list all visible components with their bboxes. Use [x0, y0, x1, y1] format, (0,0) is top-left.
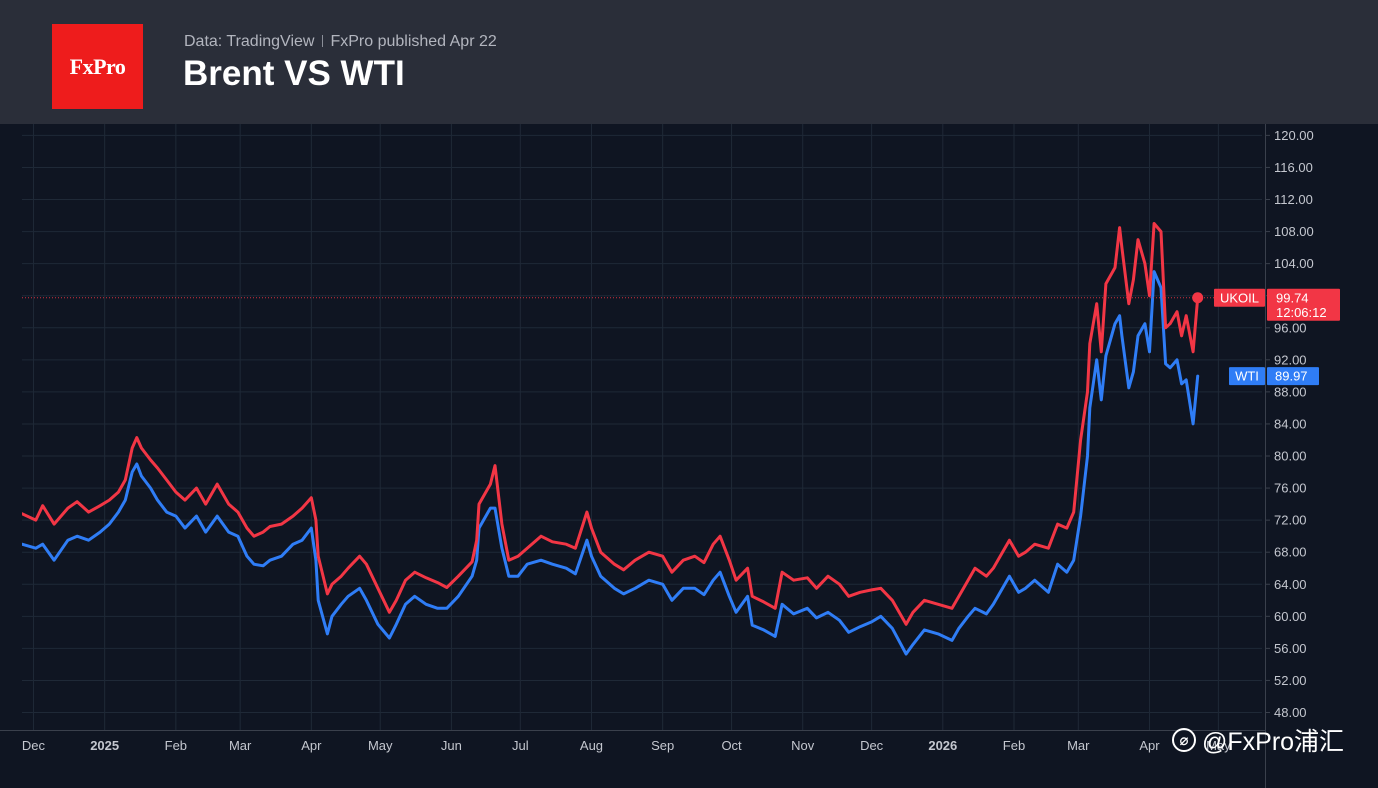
x-tick-label: Sep: [651, 738, 674, 753]
grid-lines: [22, 124, 1262, 730]
x-tick-label: Mar: [1067, 738, 1090, 753]
y-tick-label: 80.00: [1274, 449, 1307, 464]
series-line-ukoil: [22, 222, 1200, 626]
series-group: [22, 222, 1200, 656]
x-tick-label: 2026: [928, 738, 957, 753]
brent-price-text: 99.74: [1276, 290, 1309, 305]
x-tick-label: Feb: [165, 738, 187, 753]
brent-countdown-text: 12:06:12: [1276, 305, 1327, 320]
wti-price-text: 89.97: [1275, 369, 1308, 384]
y-tick-label: 116.00: [1274, 160, 1313, 175]
x-tick-label: May: [1206, 738, 1231, 753]
brent-name-tag: [1214, 288, 1265, 307]
y-tick-label: 60.00: [1274, 609, 1307, 624]
wti-price-label: WTI 89.97: [1229, 367, 1319, 386]
x-tick-label: May: [368, 738, 393, 753]
x-tick-label: Aug: [580, 738, 603, 753]
chart-subtitle: Data: TradingView FxPro published Apr 22: [184, 33, 497, 51]
brent-name-text: UKOIL: [1220, 290, 1259, 305]
y-tick-label: 88.00: [1274, 384, 1307, 399]
x-tick-label: Apr: [1139, 738, 1160, 753]
y-tick-label: 52.00: [1274, 673, 1307, 688]
x-tick-label: Apr: [301, 738, 322, 753]
y-tick-label: 56.00: [1274, 641, 1307, 656]
y-tick-label: 96.00: [1274, 320, 1307, 335]
x-tick-label: Oct: [721, 738, 742, 753]
x-tick-label: Jun: [441, 738, 462, 753]
x-tick-label: Dec: [22, 738, 46, 753]
price-chart[interactable]: 48.00 52.00 56.00 60.00 64.00 68.00 72.00 76.00…: [0, 124, 1378, 788]
y-tick-label: 64.00: [1274, 577, 1307, 592]
y-tick-label: 120.00: [1274, 128, 1314, 143]
chart-title: Brent VS WTI: [183, 54, 405, 93]
x-tick-label: Dec: [860, 738, 884, 753]
series-line-wti: [22, 270, 1200, 656]
y-tick-label: 108.00: [1274, 224, 1314, 239]
x-tick-label: Mar: [229, 738, 252, 753]
y-tick-label: 72.00: [1274, 513, 1307, 528]
y-tick-label: 84.00: [1274, 416, 1307, 431]
x-tick-label: Nov: [791, 738, 815, 753]
publish-info: FxPro published Apr 22: [330, 33, 497, 50]
chart-header: FxPro Data: TradingView FxPro published A…: [0, 0, 1378, 124]
y-tick-label: 112.00: [1274, 192, 1313, 207]
separator: [322, 35, 324, 47]
watermark-text: @FxPro浦汇: [1202, 728, 1345, 756]
x-tick-label: Feb: [1003, 738, 1025, 753]
x-tick-label: 2025: [90, 738, 119, 753]
y-tick-label: 76.00: [1274, 481, 1307, 496]
weibo-icon: ⌀: [1172, 728, 1196, 752]
brent-price-tag: [1267, 288, 1340, 321]
y-tick-label: 104.00: [1274, 256, 1314, 271]
wti-name-text: WTI: [1235, 369, 1259, 384]
last-price-dot: [1192, 292, 1204, 304]
wti-price-tag: [1267, 367, 1319, 386]
y-tick-label: 68.00: [1274, 545, 1307, 560]
y-tick-label: 48.00: [1274, 705, 1307, 720]
wti-name-tag: [1229, 367, 1265, 386]
y-tick-label: 92.00: [1274, 352, 1307, 367]
watermark: ⌀ @FxPro浦汇: [1172, 723, 1344, 757]
x-axis-labels: Dec 2025 Feb Mar Apr May Jun Jul Aug Sep Oct Nov Dec…: [22, 738, 1231, 753]
data-source: Data: TradingView: [184, 33, 315, 50]
fxpro-logo: FxPro: [52, 24, 143, 109]
y-axis-labels: 48.00 52.00 56.00 60.00 64.00 68.00 72.00 76.00…: [1265, 128, 1314, 720]
x-tick-label: Jul: [512, 738, 529, 753]
